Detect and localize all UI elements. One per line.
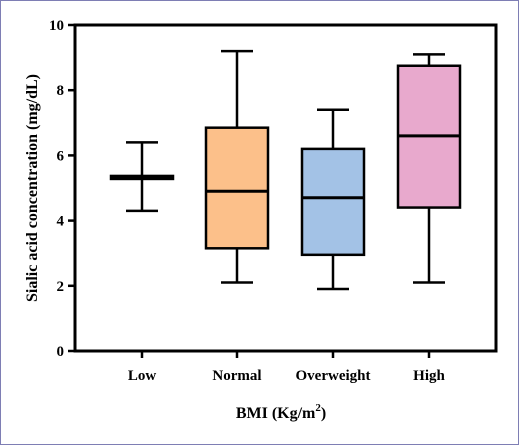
y-tick-label-2: 2	[57, 279, 65, 295]
y-tick-label-10: 10	[49, 18, 64, 34]
y-tick-label-0: 0	[57, 344, 65, 360]
x-tick-label-normal: Normal	[212, 368, 261, 384]
box-normal	[204, 126, 270, 250]
x-tick-label-overweight: Overweight	[296, 368, 371, 384]
x-axis-label-close: )	[321, 405, 326, 422]
x-axis-label-superscript: 2	[315, 402, 321, 414]
y-tick-label-6: 6	[57, 148, 65, 164]
plot-frame	[73, 23, 498, 353]
x-axis-label-text: BMI (Kg/m	[236, 405, 316, 422]
box-overweight	[300, 147, 366, 257]
x-tick-label-high: High	[413, 368, 445, 384]
y-tick-label-4: 4	[57, 214, 65, 230]
y-axis-label: Sialic acid concentration (mg/dL)	[24, 74, 41, 302]
y-tick-label-8: 8	[57, 83, 65, 99]
plot-area: 0 2 4 6 8 10 Low Normal Overweight High	[49, 18, 498, 384]
x-tick-label-low: Low	[128, 368, 157, 384]
x-axis-label: BMI (Kg/m2)	[236, 402, 326, 422]
